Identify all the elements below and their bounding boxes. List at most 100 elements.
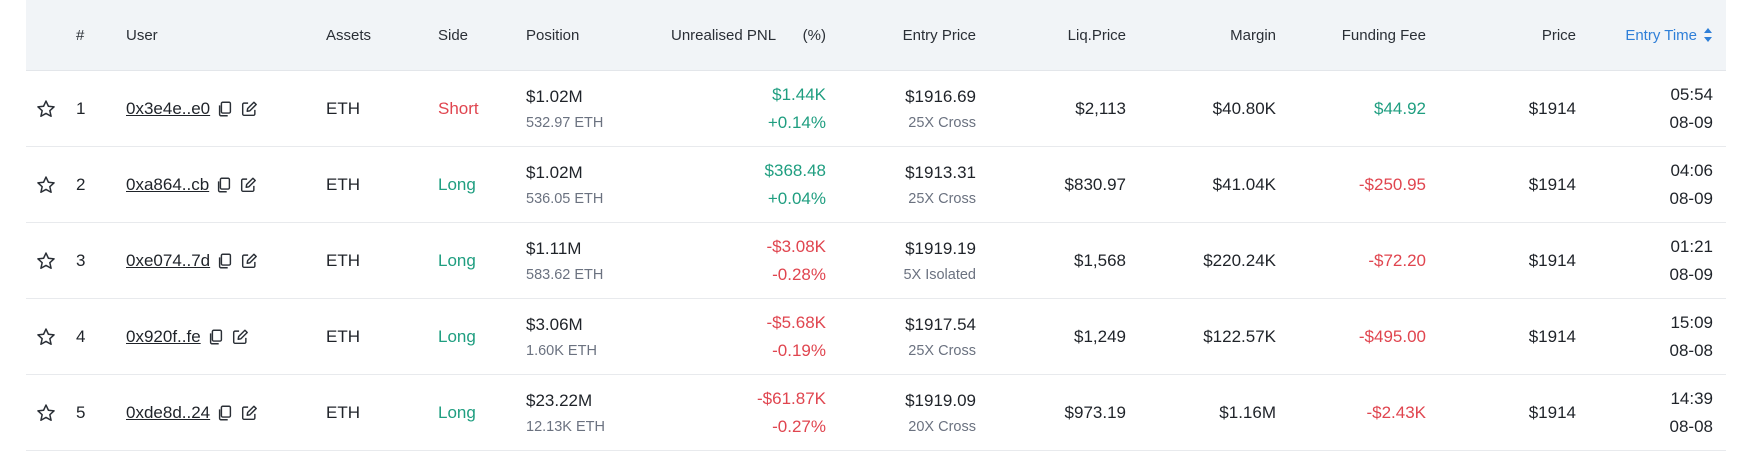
header-index: # [76, 26, 85, 44]
position-cell: $23.22M 12.13K ETH [526, 375, 605, 450]
sort-icon[interactable] [1703, 27, 1713, 43]
entry-price: $1917.54 [905, 314, 976, 334]
copy-icon[interactable] [207, 328, 225, 346]
user-address-link[interactable]: 0xa864..cb [126, 174, 210, 194]
table-row[interactable]: 2 0xa864..cb ETH Long $1.02M 536.05 ETH … [26, 147, 1726, 223]
favorite-star-icon[interactable] [36, 375, 56, 450]
row-index: 1 [76, 98, 86, 118]
price-cell: $1914 [1528, 98, 1576, 118]
header-user: User [126, 26, 158, 44]
margin-cell: $122.57K [1203, 326, 1276, 346]
entry-time-cell: 05:54 08-09 [1670, 71, 1713, 146]
position-size: 532.97 ETH [526, 114, 604, 131]
position-value: $23.22M [526, 390, 593, 410]
edit-icon[interactable] [231, 328, 249, 346]
price-cell: $1914 [1528, 402, 1576, 422]
price-cell: $1914 [1528, 250, 1576, 270]
position-size: 536.05 ETH [526, 190, 604, 207]
pnl-cell: -$61.87K -0.27% [757, 375, 826, 450]
entry-time-cell: 15:09 08-08 [1670, 299, 1713, 374]
entry-time: 01:21 [1670, 236, 1713, 256]
entry-time: 05:54 [1670, 84, 1713, 104]
position-cell: $1.02M 536.05 ETH [526, 147, 603, 222]
leverage-mode: 20X Cross [908, 418, 976, 435]
margin-cell: $1.16M [1219, 402, 1276, 422]
position-cell: $3.06M 1.60K ETH [526, 299, 597, 374]
entry-date: 08-09 [1669, 264, 1713, 284]
row-index: 2 [76, 174, 86, 194]
pnl-cell: $368.48 +0.04% [765, 147, 826, 222]
copy-icon[interactable] [216, 252, 234, 270]
position-cell: $1.11M 583.62 ETH [526, 223, 603, 298]
favorite-star-icon[interactable] [36, 147, 56, 222]
edit-icon[interactable] [240, 252, 258, 270]
table-row[interactable]: 1 0x3e4e..e0 ETH Short $1.02M 532.97 ETH… [26, 71, 1726, 147]
liq-price-cell: $1,568 [1074, 250, 1126, 270]
table-row[interactable]: 3 0xe074..7d ETH Long $1.11M 583.62 ETH … [26, 223, 1726, 299]
pnl-cell: -$3.08K -0.28% [766, 223, 826, 298]
side-cell: Long [438, 174, 476, 194]
position-value: $1.02M [526, 162, 583, 182]
favorite-star-icon[interactable] [36, 223, 56, 298]
user-cell: 0xa864..cb [126, 147, 257, 222]
table-row[interactable]: 4 0x920f..fe ETH Long $3.06M 1.60K ETH -… [26, 299, 1726, 375]
entry-price: $1916.69 [905, 86, 976, 106]
leverage-mode: 25X Cross [908, 114, 976, 131]
price-cell: $1914 [1528, 174, 1576, 194]
header-position: Position [526, 26, 580, 44]
user-address-link[interactable]: 0x3e4e..e0 [126, 98, 211, 118]
pnl-cell: $1.44K +0.14% [768, 71, 826, 146]
leverage-mode: 25X Cross [908, 342, 976, 359]
liq-price-cell: $2,113 [1075, 98, 1126, 118]
entry-price-cell: $1919.19 5X Isolated [903, 223, 976, 298]
position-value: $1.11M [526, 238, 582, 258]
funding-fee-cell: -$72.20 [1368, 250, 1426, 270]
funding-fee-cell: -$250.95 [1358, 174, 1426, 194]
user-address-link[interactable]: 0xe074..7d [126, 250, 211, 270]
entry-price-cell: $1917.54 25X Cross [905, 299, 976, 374]
leverage-mode: 5X Isolated [903, 266, 976, 283]
pnl-value: -$3.08K [766, 236, 826, 256]
edit-icon[interactable] [240, 404, 258, 422]
position-value: $3.06M [526, 314, 583, 334]
asset-cell: ETH [326, 402, 360, 422]
user-cell: 0x3e4e..e0 [126, 71, 258, 146]
pnl-percent: -0.27% [772, 416, 826, 436]
entry-time: 14:39 [1670, 388, 1713, 408]
header-entry-time[interactable]: Entry Time [1625, 0, 1713, 70]
entry-time: 15:09 [1670, 312, 1713, 332]
entry-time-cell: 01:21 08-09 [1670, 223, 1713, 298]
entry-time-sort-label[interactable]: Entry Time [1625, 26, 1697, 44]
position-value: $1.02M [526, 86, 583, 106]
copy-icon[interactable] [216, 100, 234, 118]
asset-cell: ETH [326, 250, 360, 270]
table-row[interactable]: 5 0xde8d..24 ETH Long $23.22M 12.13K ETH… [26, 375, 1726, 451]
position-size: 1.60K ETH [526, 342, 597, 359]
header-funding-fee: Funding Fee [1341, 26, 1426, 44]
funding-fee-cell: $44.92 [1374, 98, 1426, 118]
entry-price-cell: $1916.69 25X Cross [905, 71, 976, 146]
user-address-link[interactable]: 0x920f..fe [126, 326, 201, 346]
copy-icon[interactable] [215, 176, 233, 194]
row-index: 5 [76, 402, 86, 422]
pnl-percent: -0.19% [772, 340, 826, 360]
edit-icon[interactable] [239, 176, 257, 194]
entry-price-cell: $1919.09 20X Cross [905, 375, 976, 450]
favorite-star-icon[interactable] [36, 299, 56, 374]
favorite-star-icon[interactable] [36, 71, 56, 146]
pnl-percent: -0.28% [772, 264, 826, 284]
liq-price-cell: $1,249 [1074, 326, 1126, 346]
header-pnl: Unrealised PNL [671, 26, 777, 44]
header-margin: Margin [1230, 26, 1276, 44]
copy-icon[interactable] [216, 404, 234, 422]
header-liq-price: Liq.Price [1067, 26, 1126, 44]
header-side: Side [438, 26, 469, 44]
side-cell: Long [438, 250, 476, 270]
row-index: 4 [76, 326, 86, 346]
entry-price: $1919.19 [905, 238, 976, 258]
user-address-link[interactable]: 0xde8d..24 [126, 402, 211, 422]
leverage-mode: 25X Cross [908, 190, 976, 207]
header-assets: Assets [326, 26, 372, 44]
edit-icon[interactable] [240, 100, 258, 118]
entry-price: $1919.09 [905, 390, 976, 410]
